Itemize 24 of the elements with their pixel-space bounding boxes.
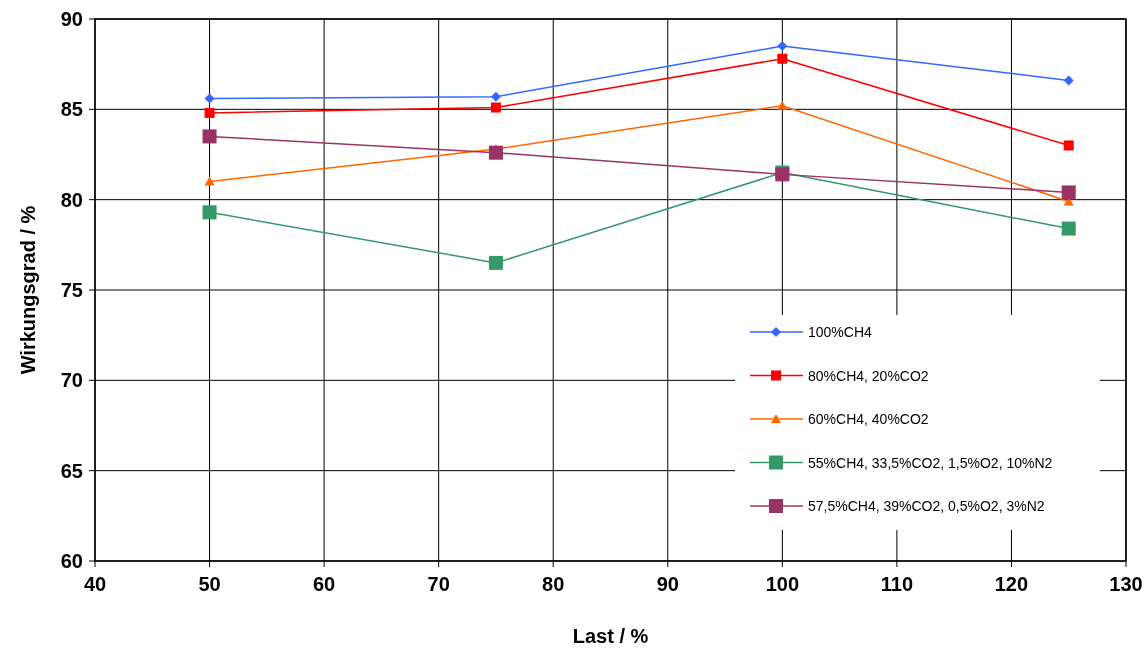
x-tick-label: 60: [312, 573, 336, 595]
x-tick-label: 80: [542, 573, 565, 595]
y-tick-label: 65: [60, 459, 83, 482]
x-tick-label: 40: [83, 573, 107, 595]
x-tick-label: 130: [1109, 573, 1143, 595]
y-tick-label: 70: [60, 369, 83, 392]
y-tick-label: 60: [60, 550, 83, 572]
legend-label: 80%CH4, 20%CO2: [808, 367, 929, 384]
y-tick-label: 75: [60, 279, 83, 301]
x-tick-label: 120: [994, 573, 1029, 595]
legend-label: 57,5%CH4, 39%CO2, 0,5%O2, 3%N2: [808, 498, 1045, 514]
y-axis-title: Wirkungsgrad / %: [17, 205, 39, 375]
x-tick-label: 110: [880, 573, 914, 595]
legend-label: 60%CH4, 40%CO2: [808, 411, 929, 427]
y-tick-label: 80: [60, 188, 83, 211]
y-tick-label: 90: [60, 8, 83, 30]
legend-label: 100%CH4: [808, 324, 873, 340]
x-tick-label: 70: [427, 573, 450, 595]
x-tick-label: 50: [198, 573, 221, 595]
x-axis-title: Last / %: [572, 625, 649, 647]
x-tick-label: 100: [765, 573, 800, 595]
legend-label: 55%CH4, 33,5%CO2, 1,5%O2, 10%N2: [808, 454, 1053, 471]
y-tick-label: 85: [60, 98, 83, 121]
x-tick-label: 90: [656, 573, 679, 595]
